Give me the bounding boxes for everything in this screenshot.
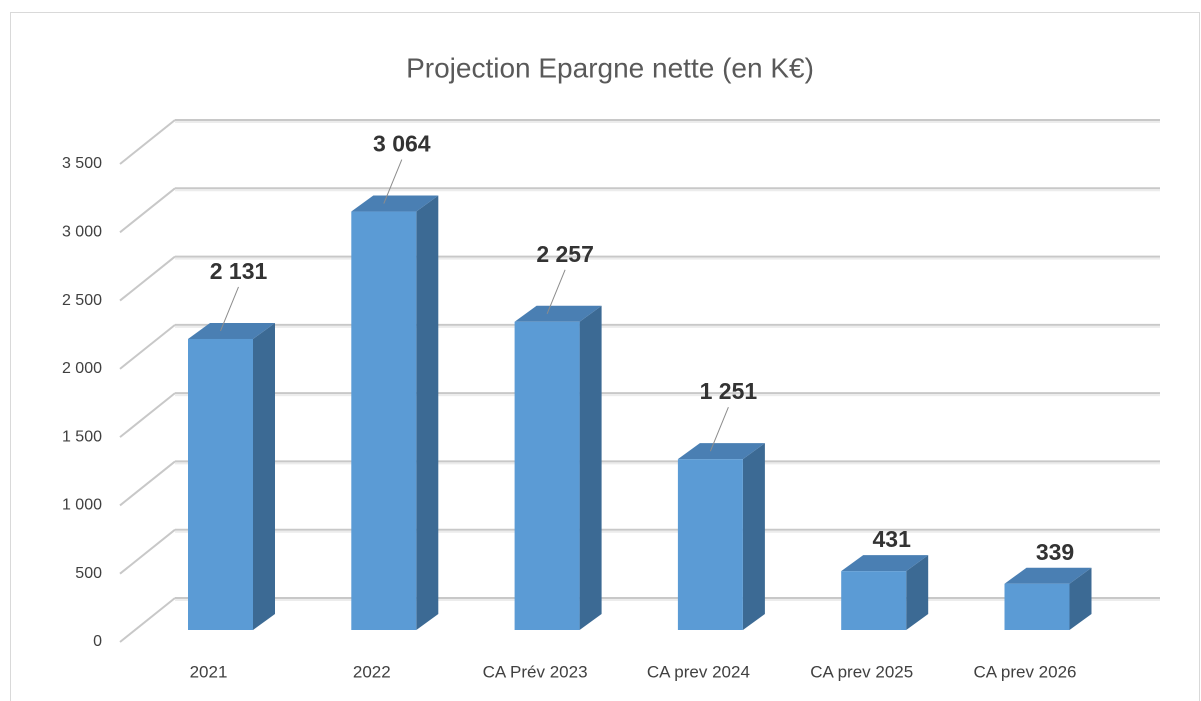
bar-side xyxy=(416,195,439,630)
bar-top xyxy=(677,443,765,460)
value-label: 2 257 xyxy=(536,241,594,267)
grid-line-side xyxy=(119,324,176,370)
value-label: 431 xyxy=(873,526,912,552)
grid-line-side xyxy=(119,187,176,234)
bar xyxy=(677,459,743,630)
chart-border xyxy=(10,12,1200,701)
bar-top xyxy=(188,322,275,339)
value-label: 2 131 xyxy=(210,258,268,284)
leader-line xyxy=(709,406,729,452)
y-tick-label: 1 500 xyxy=(62,428,102,445)
x-tick-label: CA prev 2025 xyxy=(810,662,913,681)
bar xyxy=(188,338,253,630)
grid-line-side xyxy=(119,392,176,438)
bar xyxy=(841,571,907,630)
x-tick-label: CA prev 2026 xyxy=(973,662,1076,681)
bar-top xyxy=(841,555,929,572)
grid-line-side xyxy=(119,119,176,165)
leader-line xyxy=(546,269,566,314)
bar-side xyxy=(1069,567,1092,630)
y-tick-label: 2 000 xyxy=(62,360,102,377)
y-tick-label: 3 500 xyxy=(62,155,102,172)
value-label: 339 xyxy=(1036,539,1074,565)
x-tick-label: 2021 xyxy=(190,662,228,681)
leader-line xyxy=(220,286,239,332)
y-tick-label: 2 500 xyxy=(62,292,102,309)
grid-line-side xyxy=(119,460,176,507)
bar-side xyxy=(253,322,275,630)
y-tick-label: 500 xyxy=(75,565,102,582)
value-label: 1 251 xyxy=(700,378,758,404)
bar xyxy=(514,321,580,630)
y-tick-label: 3 000 xyxy=(62,224,102,241)
bar xyxy=(1004,583,1070,630)
bar xyxy=(351,211,417,630)
bar-top xyxy=(1004,567,1092,584)
bar-side xyxy=(906,555,929,630)
bar-top xyxy=(351,195,439,212)
y-tick-label: 1 000 xyxy=(62,497,102,514)
y-tick-label: 0 xyxy=(93,633,102,650)
bar-top xyxy=(514,305,602,322)
chart-title: Projection Epargne nette (en K€) xyxy=(406,52,814,83)
grid-line-side xyxy=(119,255,176,302)
leader-line xyxy=(383,159,403,204)
bar-side xyxy=(579,305,602,630)
x-tick-label: 2022 xyxy=(353,662,391,681)
grid-line-side xyxy=(119,528,176,575)
grid-line-side xyxy=(119,597,176,643)
x-tick-label: CA Prév 2023 xyxy=(483,662,588,681)
value-label: 3 064 xyxy=(373,131,431,157)
x-tick-label: CA prev 2024 xyxy=(647,662,750,681)
bar-side xyxy=(742,443,765,630)
